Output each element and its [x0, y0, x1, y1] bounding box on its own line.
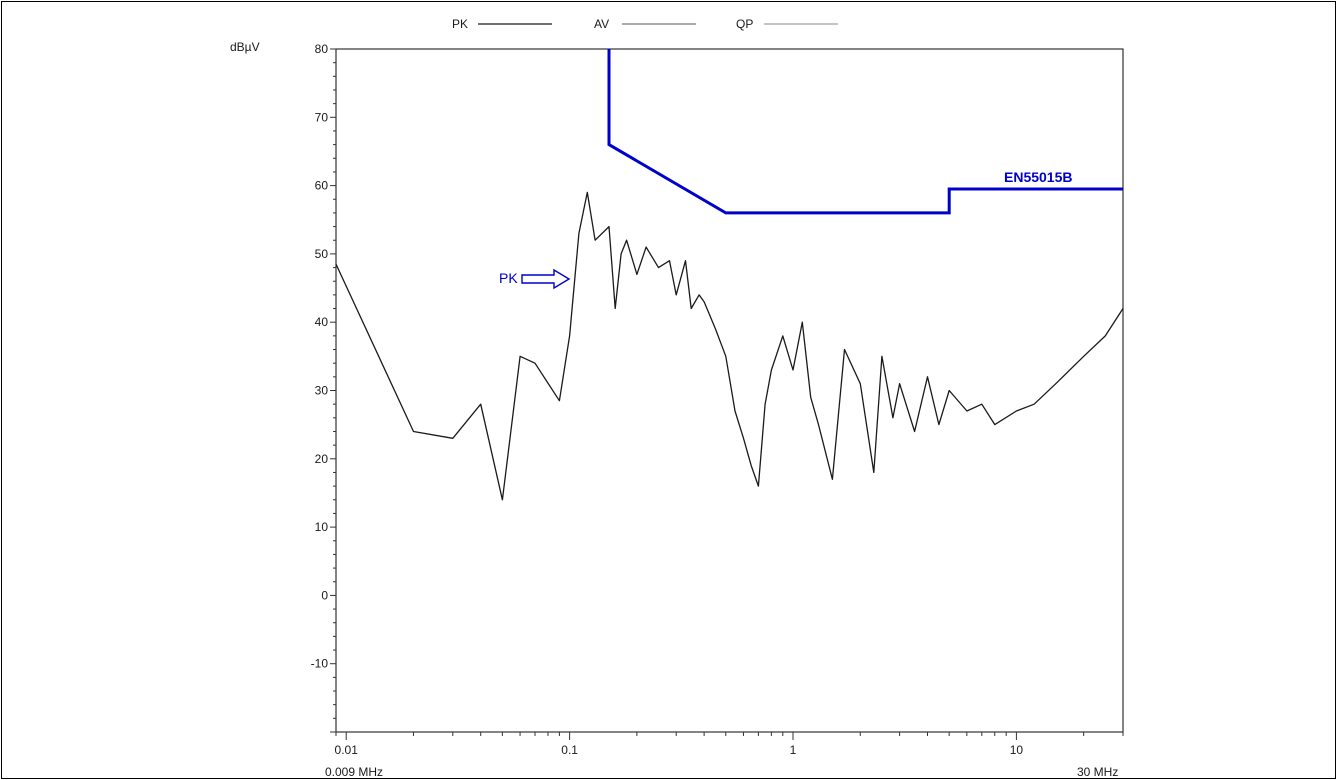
pk-annotation-label: PK — [499, 270, 518, 286]
y-tick-label: 20 — [315, 452, 329, 466]
legend-label-av: AV — [594, 17, 609, 31]
y-tick-label: -10 — [311, 657, 329, 671]
y-tick-label: 0 — [321, 588, 328, 602]
right-arrow-icon — [521, 268, 571, 290]
pk-annotation: PK — [499, 268, 571, 290]
legend-label-pk: PK — [452, 17, 468, 31]
y-tick-label: 50 — [315, 247, 329, 261]
limit-line-label: EN55015B — [1004, 169, 1073, 185]
series-line-pk — [335, 191, 1124, 501]
y-tick-label: 80 — [315, 42, 329, 56]
x-tick-label: 10 — [1010, 743, 1024, 757]
x-tick-label: 0.01 — [335, 743, 359, 757]
x-tick-label: 1 — [790, 743, 797, 757]
y-tick-label: 70 — [315, 110, 329, 124]
y-unit-label: dBµV — [230, 40, 260, 54]
y-tick-label: 10 — [315, 520, 329, 534]
legend: PK AV QP — [452, 17, 838, 31]
x-tick-label: 0.1 — [561, 743, 578, 757]
x-start-label: 0.009 MHz — [325, 765, 383, 778]
plot-border — [335, 48, 1124, 733]
limit-line-en55015b — [607, 49, 1123, 215]
y-axis: 80 70 60 50 40 30 20 10 0 -10 — [311, 42, 336, 733]
x-axis: 0.01 0.1 1 10 — [335, 732, 1124, 757]
y-tick-label: 30 — [315, 384, 329, 398]
legend-label-qp: QP — [736, 17, 753, 31]
plot-area — [335, 48, 1124, 733]
y-tick-label: 60 — [315, 179, 329, 193]
x-end-label: 30 MHz — [1077, 765, 1118, 778]
y-tick-label: 40 — [315, 315, 329, 329]
